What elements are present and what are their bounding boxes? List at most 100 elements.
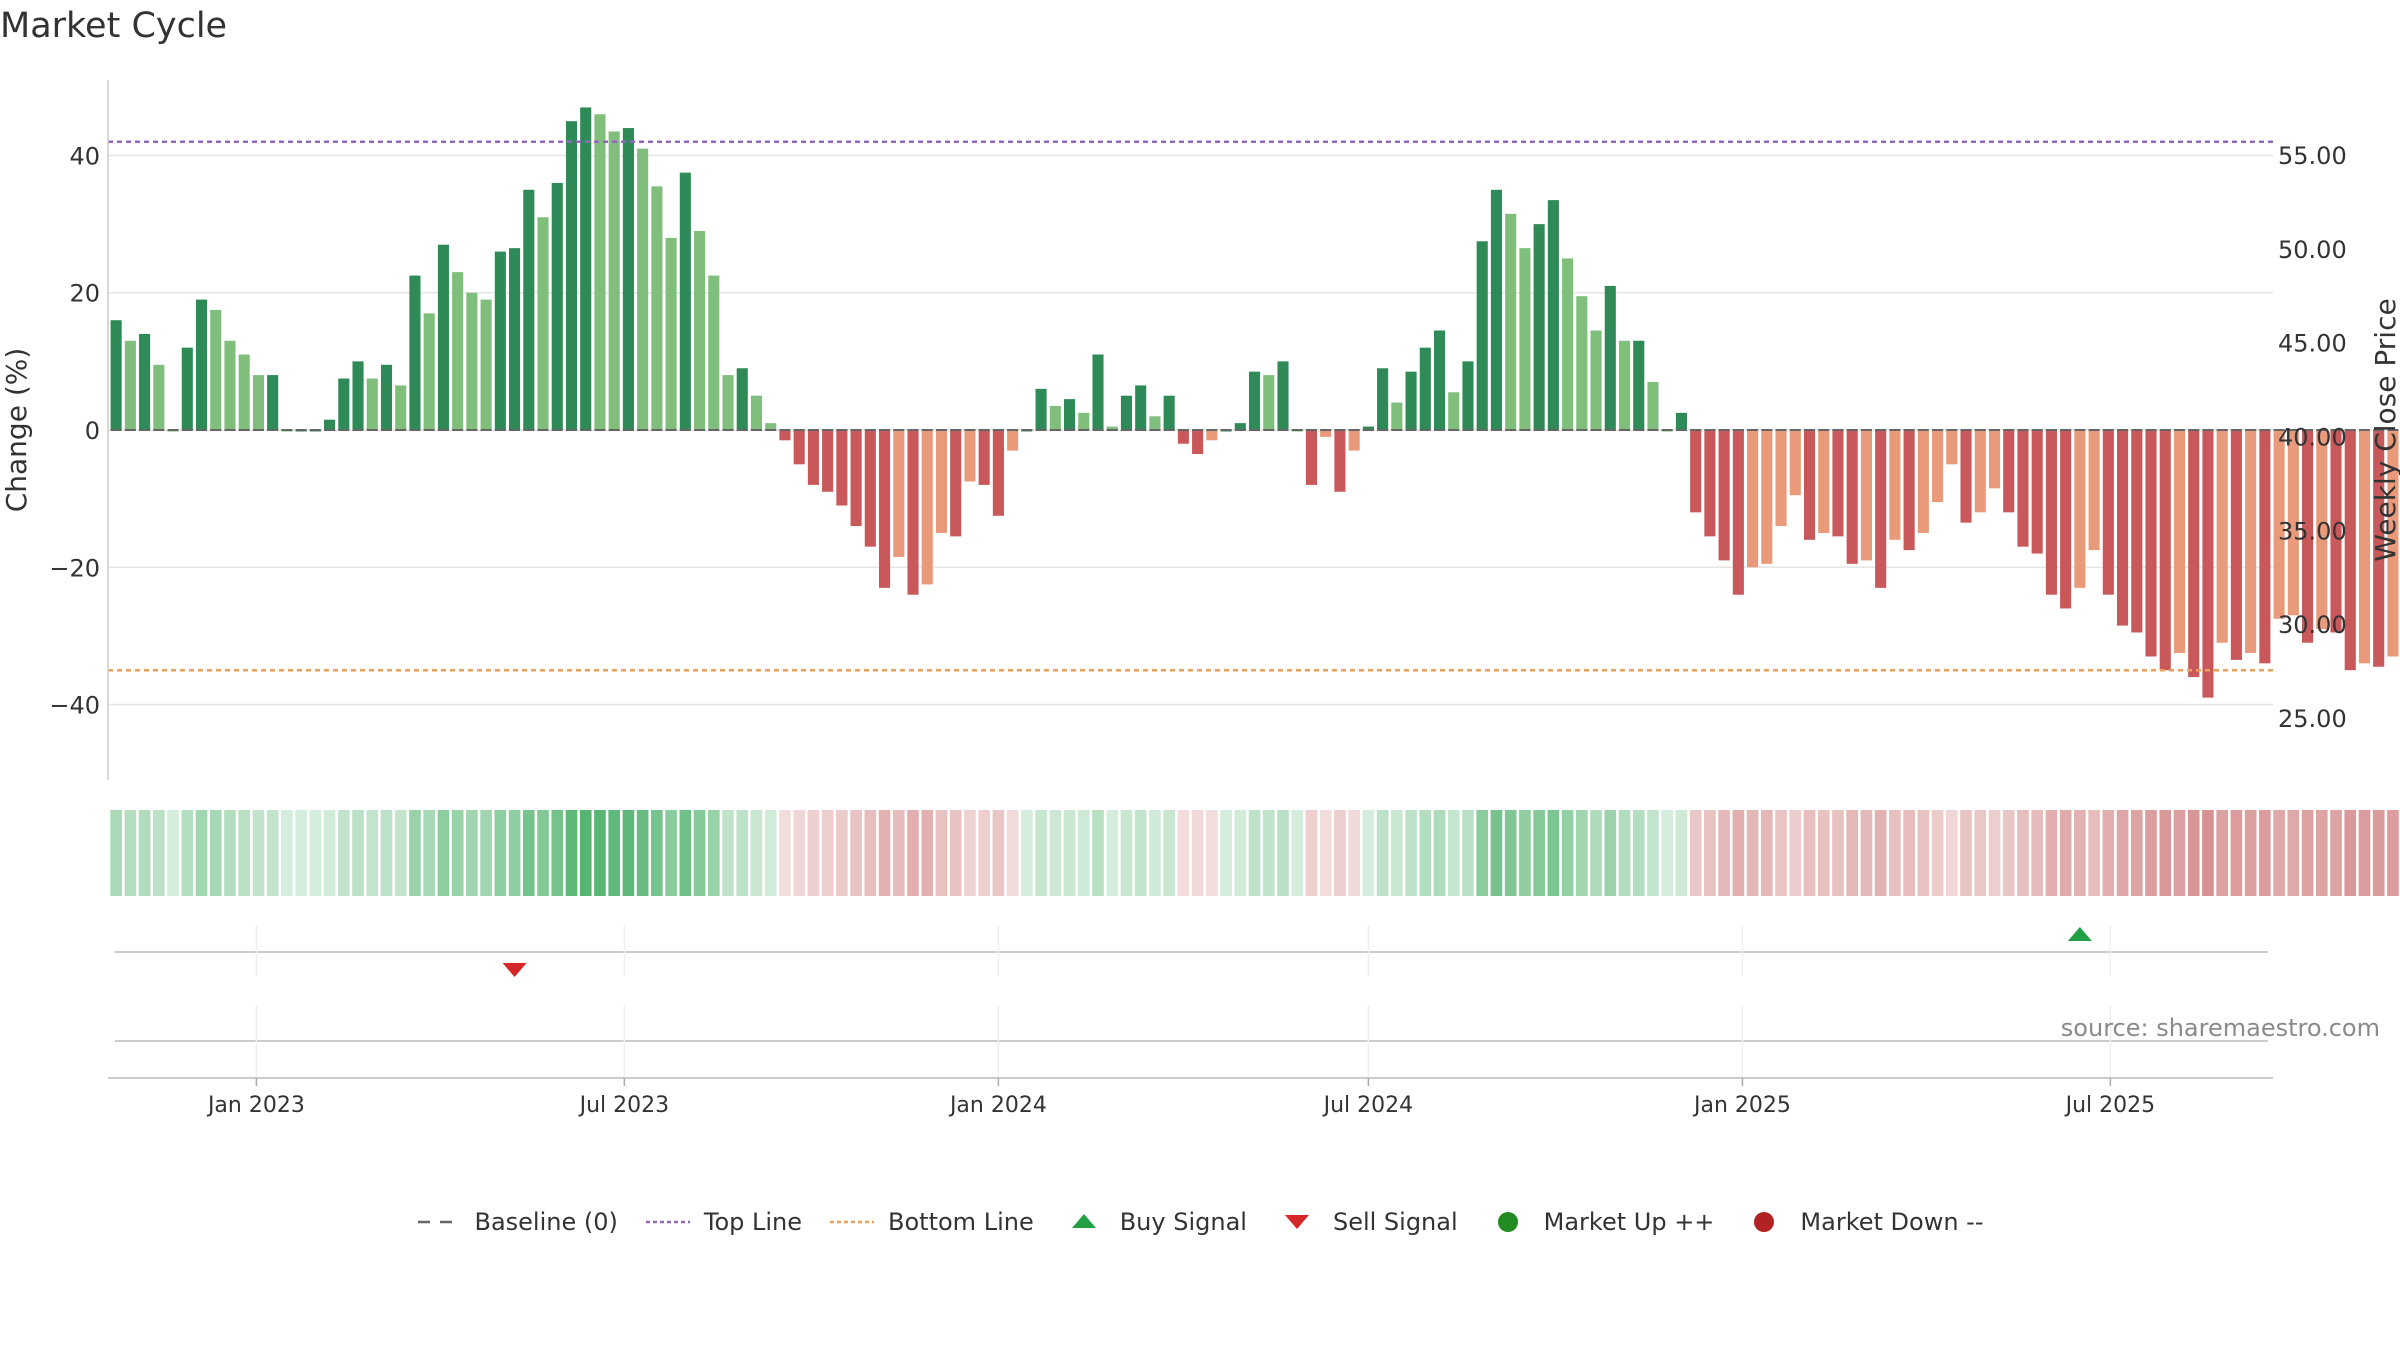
heat-cell (1248, 810, 1261, 896)
bar (1647, 381, 1659, 430)
legend-item-bottom[interactable]: Bottom Line (830, 1208, 1034, 1236)
heat-cell (195, 810, 208, 896)
bar (195, 299, 208, 430)
heat-cell (1931, 810, 1944, 896)
y2-tick-label: 30.00 (2278, 611, 2347, 639)
heat-cell (1590, 810, 1602, 896)
bar (537, 217, 549, 430)
bar (124, 340, 136, 430)
bar (1106, 426, 1118, 430)
bar (822, 430, 834, 492)
bar (1092, 354, 1104, 430)
bar (1277, 361, 1289, 430)
heat-cell (2017, 810, 2029, 896)
bar (1462, 361, 1474, 430)
bar (651, 186, 663, 430)
heat-cell (864, 810, 877, 896)
heat-cell (266, 810, 279, 896)
heat-cell (622, 810, 635, 896)
heat-cell (1519, 810, 1531, 896)
bar (2117, 430, 2129, 626)
heat-cell (978, 810, 990, 896)
bar (1789, 430, 1801, 496)
bar (551, 182, 563, 430)
legend-label: Sell Signal (1332, 1208, 1458, 1236)
bar (608, 131, 620, 430)
x-tick-label: Jul 2023 (578, 1093, 670, 1118)
legend-item-up[interactable]: Market Up ++ (1486, 1208, 1715, 1236)
heat-cell (1974, 810, 1987, 896)
bar (907, 430, 919, 595)
legend-item-top[interactable]: Top Line (645, 1208, 802, 1236)
bar (2017, 430, 2029, 547)
heat-cell (2173, 810, 2186, 896)
heat-cell (679, 810, 692, 896)
heat-cell (1163, 810, 1175, 896)
legend-item-buy[interactable]: Buy Signal (1062, 1208, 1247, 1236)
x-tick-label: Jan 2023 (206, 1093, 305, 1118)
heat-cell (1718, 810, 1730, 896)
heat-cell (1177, 810, 1190, 896)
heat-cell (2344, 810, 2357, 896)
bar (1547, 200, 1559, 430)
source-credit: source: sharemaestro.com (2060, 1014, 2380, 1042)
buy-signal-marker (2067, 927, 2092, 941)
heat-cell (1675, 810, 1688, 896)
heat-cell (1334, 810, 1346, 896)
bar (1576, 296, 1588, 430)
bar (1263, 375, 1275, 430)
heat-cell (1903, 810, 1915, 896)
heat-cell (224, 810, 236, 896)
bar (1818, 430, 1830, 533)
legend-label: Market Up ++ (1543, 1208, 1715, 1236)
heat-cell (138, 810, 151, 896)
legend-item-baseline[interactable]: Baseline (0) (416, 1208, 618, 1236)
heat-cell (124, 810, 137, 896)
heat-cell (1106, 810, 1119, 896)
bar (494, 251, 506, 430)
bar (2259, 430, 2271, 664)
bar (338, 378, 350, 430)
heat-cell (1277, 810, 1289, 896)
signal-panel (115, 926, 2268, 1078)
bar (807, 430, 819, 485)
heat-cell (2273, 810, 2285, 896)
legend-symbol-down (1754, 1212, 1775, 1232)
heat-cell (1618, 810, 1631, 896)
y2-tick-label: 45.00 (2278, 330, 2347, 358)
bar (1334, 430, 1346, 492)
legend-label: Buy Signal (1119, 1208, 1247, 1236)
heat-cell (2031, 810, 2044, 896)
heat-cell (1917, 810, 1930, 896)
heat-cell (693, 810, 706, 896)
bar (1135, 385, 1147, 430)
heat-cell (1704, 810, 1716, 896)
heat-cell (1476, 810, 1489, 896)
bar (2316, 430, 2328, 630)
heat-cell (480, 810, 492, 896)
bar (1917, 430, 1929, 533)
legend-item-sell[interactable]: Sell Signal (1275, 1208, 1458, 1236)
bar (224, 340, 236, 430)
x-tick-label: Jan 2024 (948, 1093, 1047, 1118)
heat-cell (1291, 810, 1304, 896)
y-tick-label: 40 (69, 142, 100, 170)
heat-cell (1860, 810, 1873, 896)
heat-cell (110, 810, 122, 896)
heat-cell (1490, 810, 1503, 896)
bar (2344, 430, 2356, 671)
bar (1974, 430, 1986, 513)
bar (1377, 368, 1389, 430)
legend-item-down[interactable]: Market Down -- (1742, 1208, 1984, 1236)
heat-cell (1575, 810, 1588, 896)
bar (1078, 412, 1090, 430)
heat-cell (337, 810, 350, 896)
bar (2387, 430, 2399, 657)
heat-cell (992, 810, 1005, 896)
legend-symbol-buy (1071, 1214, 1096, 1228)
bar (380, 364, 393, 430)
bar (2287, 430, 2299, 616)
heat-cell (437, 810, 450, 896)
heat-cell (1561, 810, 1574, 896)
